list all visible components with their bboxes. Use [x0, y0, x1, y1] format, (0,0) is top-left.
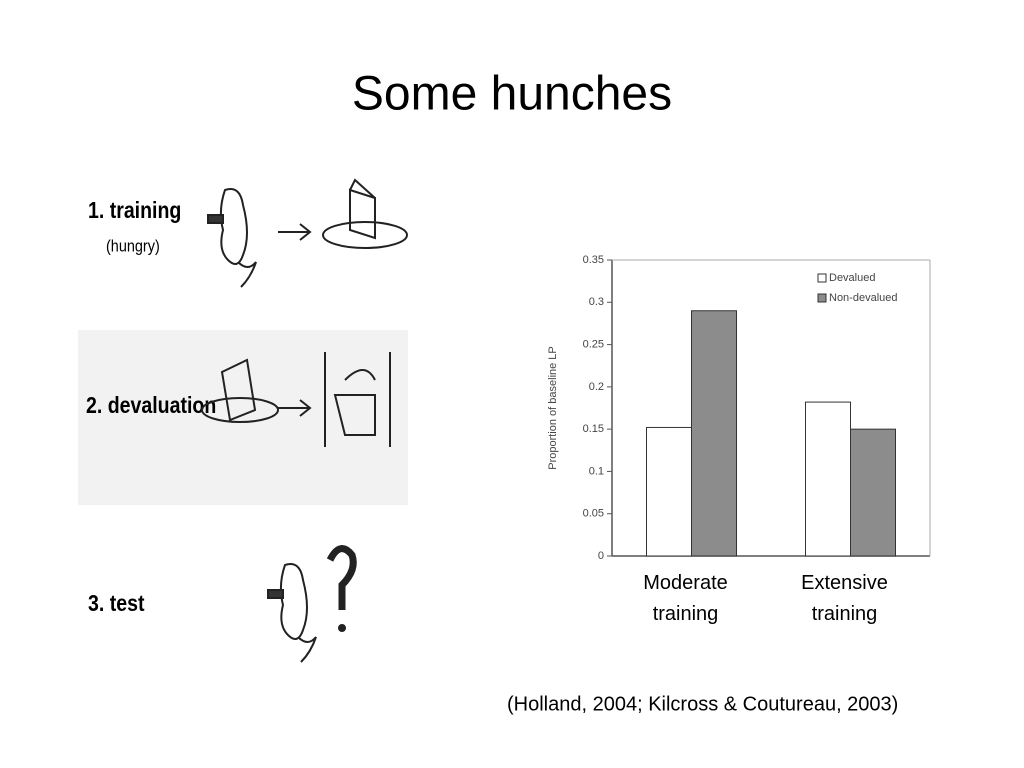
cheese	[220, 358, 257, 422]
step-label: 3. test	[88, 591, 144, 617]
lever	[267, 589, 284, 599]
lever	[207, 214, 224, 224]
bar	[691, 310, 737, 557]
x-tick-label: Moderate training	[643, 572, 728, 625]
cheese	[349, 178, 376, 240]
citation: (Holland, 2004; Kilcross & Coutureau, 20…	[507, 693, 898, 715]
legend-swatch	[817, 293, 827, 303]
x-tick-label: Extensive training	[801, 572, 888, 625]
y-tick-label: 0.3	[589, 296, 604, 308]
illustrations	[201, 178, 408, 663]
y-tick-label: 0.25	[583, 338, 604, 350]
rat	[219, 188, 257, 288]
arrow	[278, 399, 312, 417]
question-mark	[326, 545, 357, 610]
chart: 0 0.05 0.1 0.15 0.2 0.25 0.3 0.35 Proportion of …	[547, 254, 931, 562]
step-label: 2. devaluation	[86, 393, 216, 419]
y-tick-label: 0.05	[583, 508, 604, 520]
question-dot	[338, 624, 346, 632]
y-axis-label: Proportion of baseline LP	[547, 346, 559, 470]
y-tick-label: 0	[598, 550, 604, 562]
arrow	[278, 223, 312, 241]
bar	[805, 401, 851, 557]
y-tick-label: 0.1	[589, 465, 604, 477]
legend-label: Devalued	[829, 272, 875, 284]
y-tick-label: 0.15	[583, 423, 604, 435]
step-highlight	[78, 330, 408, 505]
rat	[279, 563, 317, 663]
y-tick-label: 0.2	[589, 381, 604, 393]
step-note: (hungry)	[106, 237, 160, 255]
dish	[201, 397, 279, 423]
slide-title: Some hunches	[352, 68, 672, 121]
legend-label: Non-devalued	[829, 292, 898, 304]
legend-swatch	[817, 273, 827, 283]
bar	[646, 426, 692, 557]
y-tick-label: 0.35	[583, 254, 604, 266]
sick-rat	[324, 352, 391, 447]
dish	[322, 221, 408, 249]
step-label: 1. training	[88, 198, 181, 224]
bar	[850, 428, 896, 557]
